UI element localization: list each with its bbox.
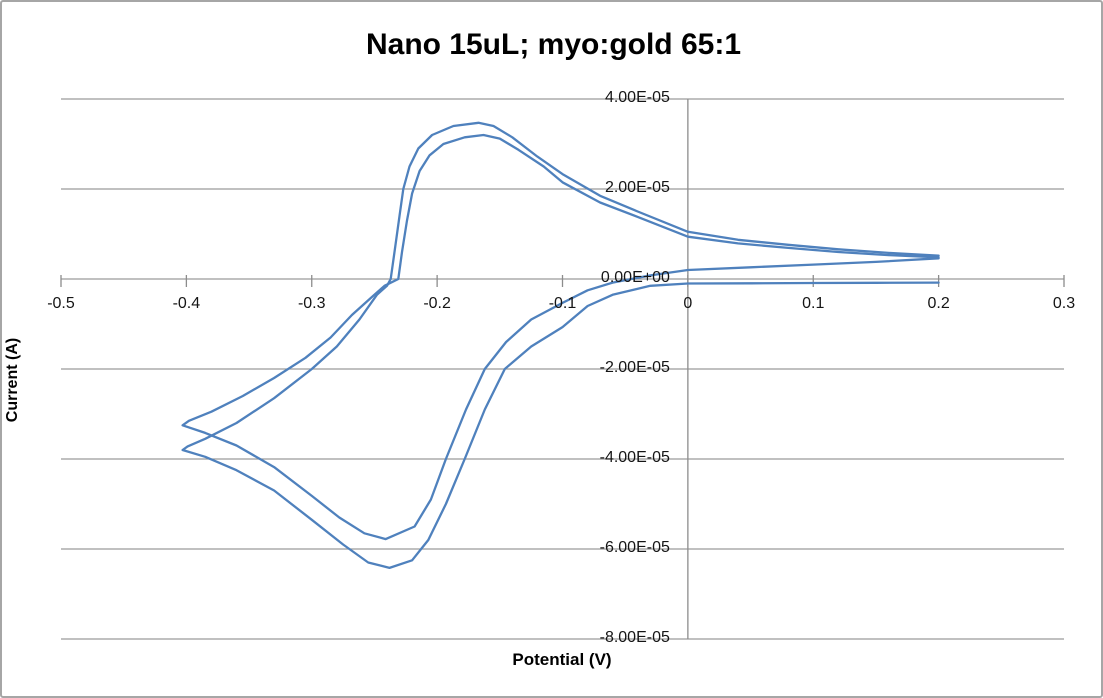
x-tick-label: 0 xyxy=(683,295,693,312)
cv-curve-cycle-2-inner xyxy=(181,133,940,541)
y-tick-label: -2.00E-05 xyxy=(599,359,670,376)
y-tick-label: 0.00E+00 xyxy=(600,269,670,286)
y-axis-title: Current (A) xyxy=(4,337,21,423)
x-tick-label: -0.4 xyxy=(172,295,201,312)
cv-curve-cycle-1-outer xyxy=(181,121,940,570)
y-tick-label: 2.00E-05 xyxy=(604,179,670,196)
x-tick-label: 0.3 xyxy=(1052,295,1076,312)
y-tick-label: -8.00E-05 xyxy=(599,629,670,646)
x-tick-label: -0.5 xyxy=(47,295,75,312)
x-tick-label: 0.2 xyxy=(927,295,950,312)
chart-title: Nano 15uL; myo:gold 65:1 xyxy=(365,28,742,61)
x-tick-label: -0.2 xyxy=(423,295,451,312)
x-tick-label: -0.1 xyxy=(548,295,577,312)
y-tick-label: 4.00E-05 xyxy=(604,89,670,106)
y-tick-label: -6.00E-05 xyxy=(599,539,670,556)
x-axis-title: Potential (V) xyxy=(512,650,612,669)
y-tick-label: -4.00E-05 xyxy=(599,449,670,466)
x-tick-label: -0.3 xyxy=(297,295,326,312)
x-tick-label: 0.1 xyxy=(802,295,825,312)
